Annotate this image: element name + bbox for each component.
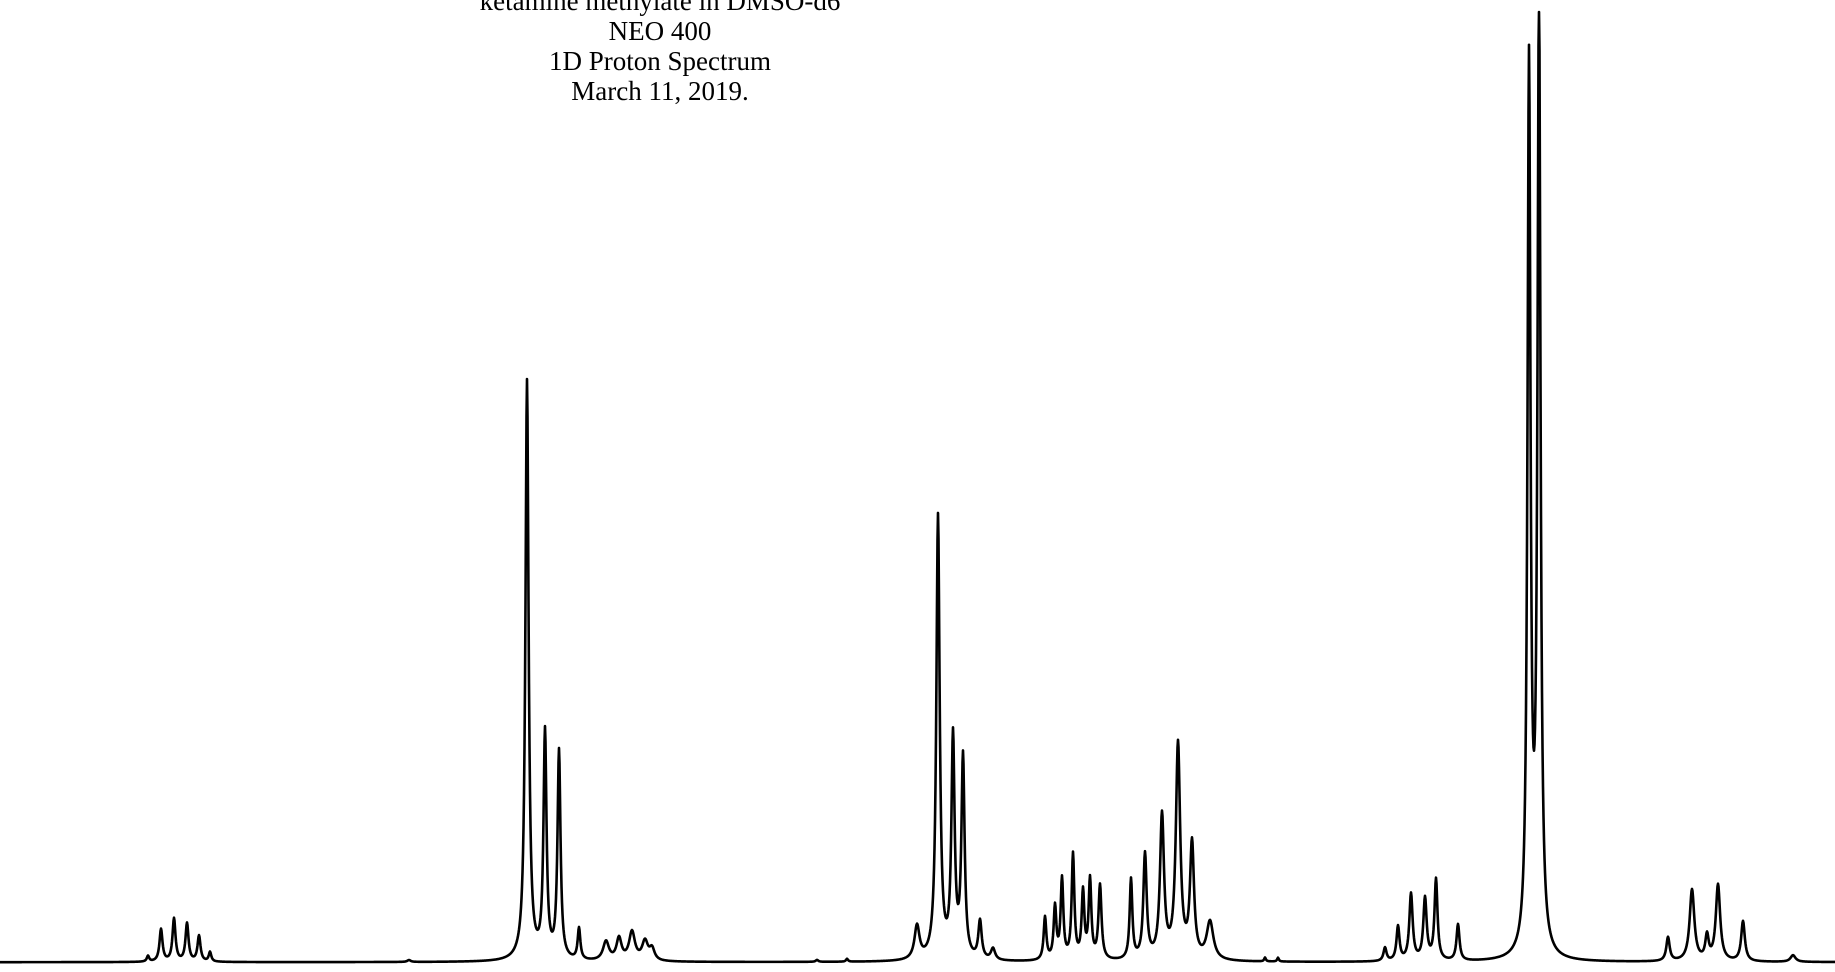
title-line-sample: ketamine methylate in DMSO-d6 <box>479 0 841 16</box>
title-line-experiment: 1D Proton Spectrum <box>549 46 771 76</box>
spectrum-title: ketamine methylate in DMSO-d6 NEO 400 1D… <box>360 0 960 106</box>
title-line-date: March 11, 2019. <box>571 76 749 106</box>
spectrum-trace-line <box>0 10 1835 964</box>
title-line-instrument: NEO 400 <box>608 16 712 46</box>
